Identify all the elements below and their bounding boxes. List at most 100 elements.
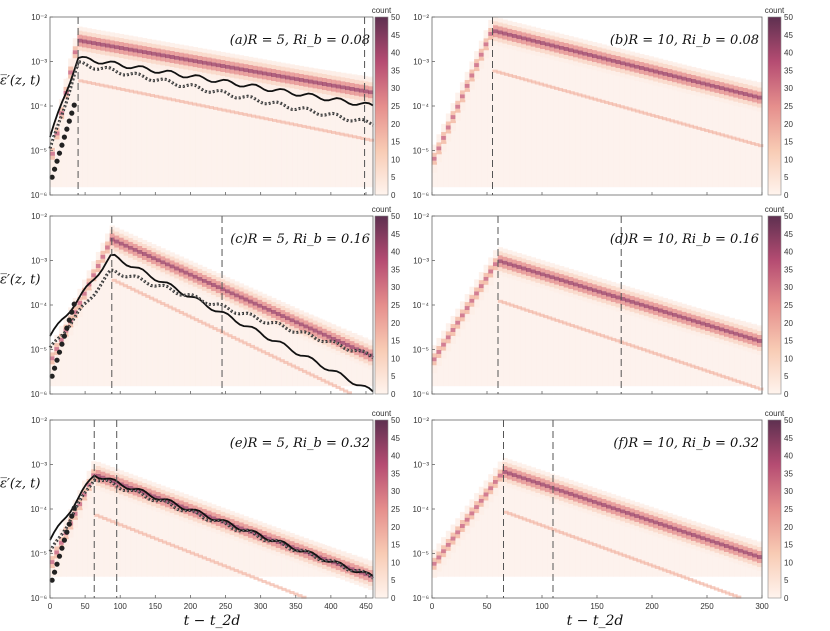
heatmap-cell xyxy=(293,592,299,596)
heatmap-cell xyxy=(719,538,725,543)
heatmap-cell xyxy=(535,35,541,40)
heatmap-cell xyxy=(114,239,120,244)
heatmap-cell xyxy=(568,503,574,508)
heatmap-cell xyxy=(123,484,129,489)
early-marker xyxy=(61,537,67,543)
heatmap-cell xyxy=(183,100,189,104)
heatmap-cell xyxy=(261,63,268,68)
heatmap-cell xyxy=(165,503,171,508)
heatmap-cell xyxy=(455,534,461,539)
heatmap-cell xyxy=(459,317,466,322)
heatmap-cloud-cell xyxy=(173,259,180,387)
heatmap-cell xyxy=(220,515,226,520)
heatmap-cell xyxy=(577,537,583,541)
heatmap-cell xyxy=(529,520,535,524)
heatmap-cell xyxy=(354,339,360,344)
heatmap-cell xyxy=(615,511,621,516)
heatmap-cell xyxy=(248,307,254,312)
heatmap-cell xyxy=(301,124,307,128)
heatmap-cell xyxy=(601,499,607,504)
heatmap-cell xyxy=(596,285,603,290)
heatmap-cell xyxy=(530,80,537,84)
heatmap-cell xyxy=(271,309,277,314)
heatmap-cell xyxy=(211,54,217,59)
heatmap-cell xyxy=(49,368,55,373)
heatmap-cell xyxy=(615,283,621,288)
heatmap-cell xyxy=(634,502,640,507)
heatmap-cell xyxy=(137,53,143,58)
heatmap-cloud-cell xyxy=(303,312,309,387)
heatmap-cell xyxy=(483,30,489,35)
heatmap-cell xyxy=(123,38,129,43)
heatmap-cell xyxy=(723,556,730,561)
heatmap-cell xyxy=(358,357,365,362)
heatmap-cell xyxy=(705,90,711,95)
heatmap-cell xyxy=(275,319,282,324)
heatmap-cell xyxy=(275,61,282,66)
heatmap-cell xyxy=(483,38,489,43)
heatmap-cell xyxy=(615,291,621,296)
heatmap-cell xyxy=(540,41,546,46)
heatmap-cell xyxy=(634,56,640,61)
heatmap-cell xyxy=(175,99,181,103)
heatmap-cell xyxy=(335,570,341,575)
heatmap-cell xyxy=(237,570,243,574)
heatmap-cell xyxy=(105,481,111,486)
heatmap-cell xyxy=(629,504,636,509)
heatmap-cell xyxy=(459,531,466,536)
heatmap-cell xyxy=(225,281,231,286)
heatmap-cloud-cell xyxy=(432,160,438,188)
heatmap-cell xyxy=(654,114,660,118)
heatmap-cell xyxy=(91,285,97,290)
heatmap-cell xyxy=(582,488,588,493)
heatmap-cell xyxy=(95,485,102,490)
heatmap-cell xyxy=(554,487,560,492)
heatmap-cell xyxy=(558,266,565,271)
heatmap-cell xyxy=(620,501,626,506)
heatmap-cell xyxy=(100,34,106,39)
heatmap-cell xyxy=(349,78,355,83)
heatmap-cell xyxy=(709,543,716,548)
heatmap-cell xyxy=(549,271,555,276)
heatmap-cell xyxy=(111,86,118,90)
heatmap-cell xyxy=(169,66,175,71)
heatmap-cell xyxy=(568,280,574,285)
heatmap-cell xyxy=(252,535,258,540)
heatmap-cell xyxy=(662,309,669,314)
heatmap-cell xyxy=(728,84,735,89)
heatmap-cell xyxy=(191,102,198,106)
heatmap-cell xyxy=(606,69,612,74)
heatmap-cell xyxy=(733,343,739,348)
heatmap-cell xyxy=(747,93,753,98)
heatmap-cell xyxy=(441,147,447,152)
heatmap-cell xyxy=(243,293,249,298)
heatmap-cell xyxy=(511,29,518,34)
heatmap-cell xyxy=(502,457,508,462)
heatmap-cell xyxy=(151,55,157,60)
heatmap-cell xyxy=(648,510,654,515)
heatmap-cell xyxy=(657,304,664,309)
heatmap-cloud-cell xyxy=(50,360,56,387)
heatmap-cell xyxy=(478,64,485,69)
heatmap-cell xyxy=(211,58,217,63)
heatmap-cloud-cell xyxy=(624,289,631,387)
heatmap-cell xyxy=(714,84,720,89)
heatmap-cell xyxy=(335,385,341,389)
heatmap-cell xyxy=(280,82,286,87)
heatmap-cloud-cell xyxy=(685,66,691,188)
heatmap-cell xyxy=(554,268,560,273)
heatmap-cell xyxy=(507,467,513,472)
heatmap-cell xyxy=(289,537,295,542)
heatmap-cell xyxy=(215,55,222,60)
heatmap-cloud-cell xyxy=(227,281,234,387)
heatmap-cell xyxy=(294,366,300,370)
heatmap-cell xyxy=(535,472,541,477)
heatmap-cell xyxy=(653,299,659,304)
heatmap-cell xyxy=(577,50,584,55)
heatmap-cell xyxy=(478,502,485,507)
x-axis-label-left: t − t_2d xyxy=(184,613,241,629)
heatmap-cell xyxy=(606,548,613,552)
heatmap-cell xyxy=(260,350,267,354)
heatmap-cell xyxy=(215,75,222,80)
panel-b: 10⁻⁶10⁻⁵10⁻⁴10⁻³10⁻²(b)R = 10, Ri_b = 0.… xyxy=(412,6,793,200)
